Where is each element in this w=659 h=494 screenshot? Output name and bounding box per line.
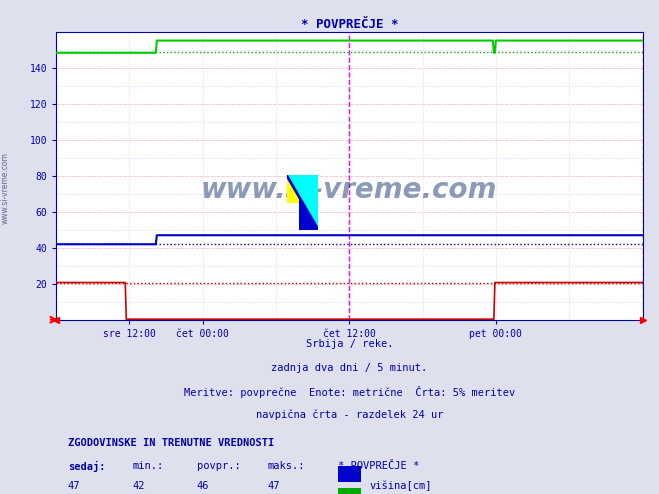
Text: zadnja dva dni / 5 minut.: zadnja dva dni / 5 minut. — [271, 363, 428, 372]
Text: www.si-vreme.com: www.si-vreme.com — [201, 176, 498, 205]
Polygon shape — [287, 175, 318, 230]
Title: * POVPREČJE *: * POVPREČJE * — [301, 18, 398, 31]
Bar — [337, 488, 361, 494]
Text: 42: 42 — [132, 481, 145, 491]
Bar — [337, 466, 361, 482]
Text: Meritve: povprečne  Enote: metrične  Črta: 5% meritev: Meritve: povprečne Enote: metrične Črta:… — [184, 386, 515, 398]
Text: 46: 46 — [197, 481, 210, 491]
Bar — [287, 175, 302, 203]
Text: 47: 47 — [68, 481, 80, 491]
Text: * POVPREČJE *: * POVPREČJE * — [337, 460, 418, 471]
Text: povpr.:: povpr.: — [197, 460, 241, 471]
Text: sedaj:: sedaj: — [68, 460, 105, 472]
Bar — [299, 197, 318, 230]
Text: Srbija / reke.: Srbija / reke. — [306, 339, 393, 349]
Text: 47: 47 — [267, 481, 279, 491]
Text: www.si-vreme.com: www.si-vreme.com — [1, 152, 10, 224]
Text: ZGODOVINSKE IN TRENUTNE VREDNOSTI: ZGODOVINSKE IN TRENUTNE VREDNOSTI — [68, 439, 274, 449]
Text: maks.:: maks.: — [267, 460, 304, 471]
Text: min.:: min.: — [132, 460, 163, 471]
Text: višina[cm]: višina[cm] — [370, 481, 432, 492]
Text: navpična črta - razdelek 24 ur: navpična črta - razdelek 24 ur — [256, 410, 443, 420]
